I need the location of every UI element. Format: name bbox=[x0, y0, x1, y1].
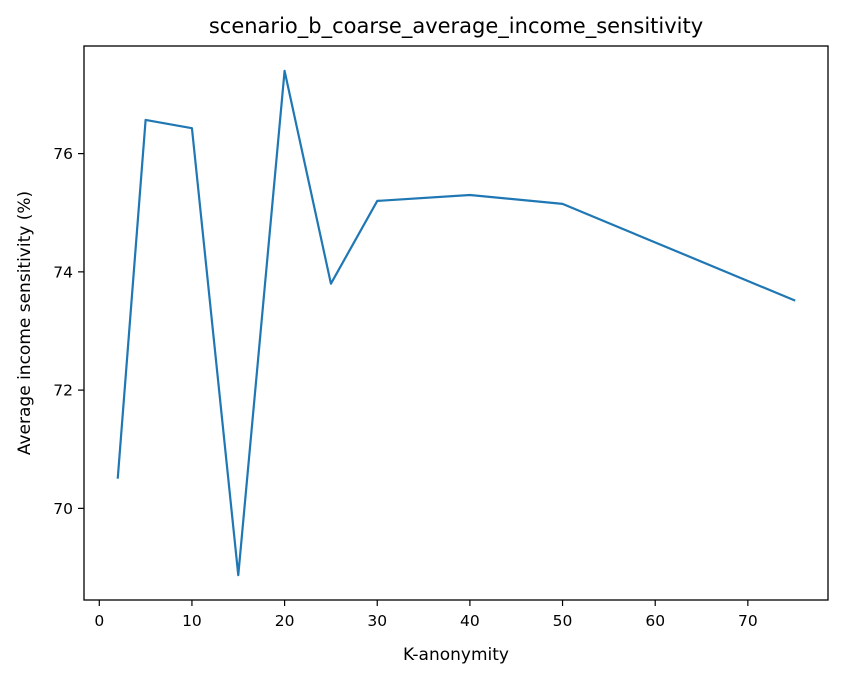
y-tick-label: 72 bbox=[53, 382, 73, 400]
y-tick-label: 74 bbox=[53, 263, 73, 281]
x-tick-label: 30 bbox=[367, 612, 387, 630]
x-tick-label: 60 bbox=[645, 612, 665, 630]
x-tick-label: 20 bbox=[275, 612, 295, 630]
x-axis: 0 10 20 30 40 50 60 70 bbox=[94, 600, 758, 630]
y-axis-label: Average income sensitivity (%) bbox=[15, 191, 35, 455]
plot-frame bbox=[83, 45, 829, 601]
x-tick-label: 0 bbox=[94, 612, 104, 630]
chart-title: scenario_b_coarse_average_income_sensiti… bbox=[209, 14, 703, 39]
series-line-0 bbox=[116, 69, 796, 577]
y-tick-label: 70 bbox=[53, 500, 73, 518]
x-tick-label: 40 bbox=[460, 612, 480, 630]
y-axis: 70 72 74 76 bbox=[53, 145, 84, 518]
x-tick-label: 50 bbox=[553, 612, 573, 630]
y-tick-label: 76 bbox=[53, 145, 73, 163]
x-axis-label: K-anonymity bbox=[403, 645, 509, 665]
plot-area bbox=[116, 69, 796, 577]
x-tick-label: 10 bbox=[182, 612, 202, 630]
x-tick-label: 70 bbox=[738, 612, 758, 630]
